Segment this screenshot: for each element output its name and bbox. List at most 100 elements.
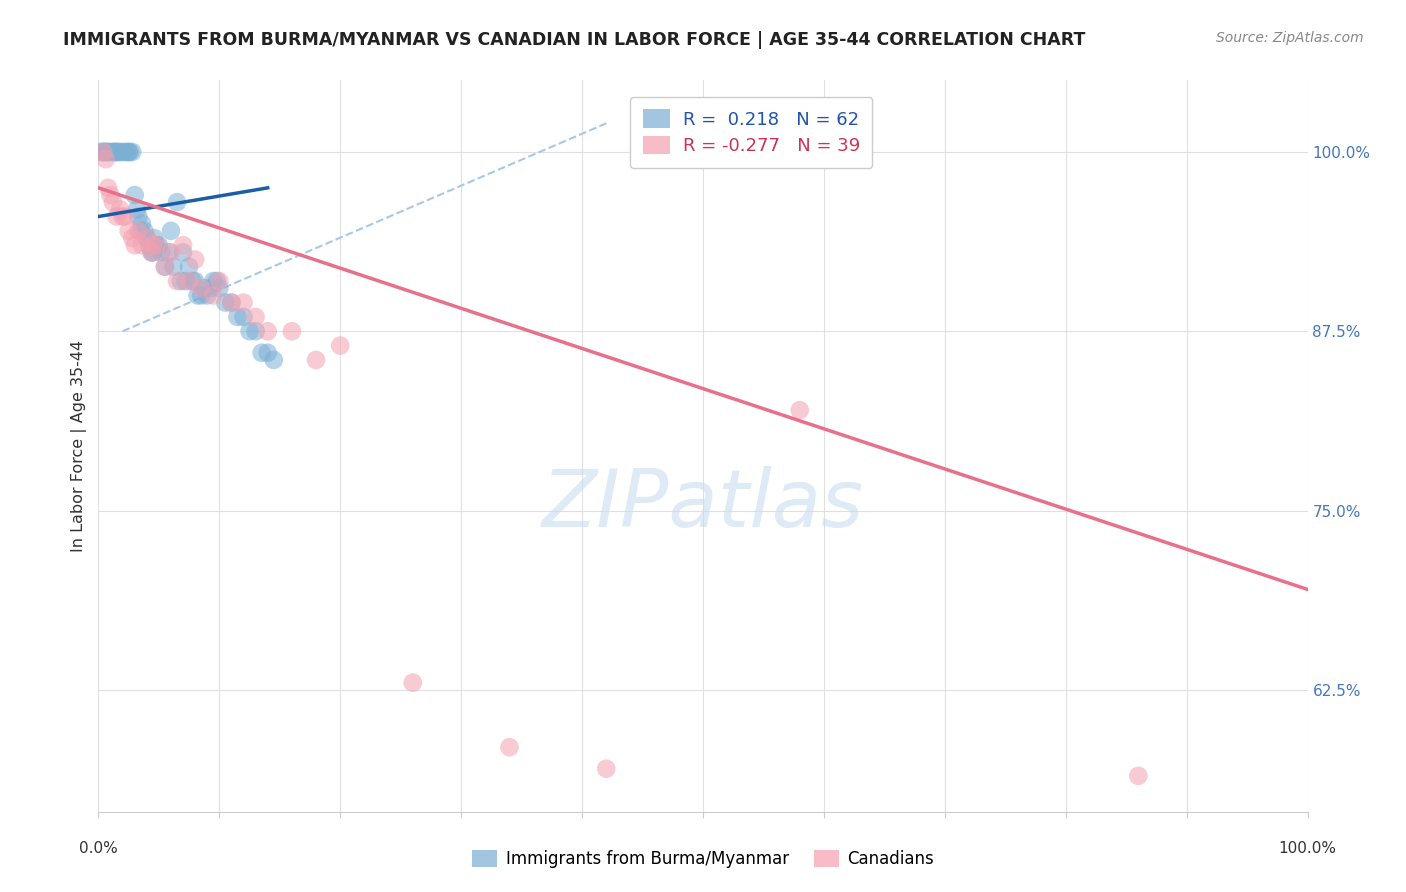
Point	[202, 274, 225, 288]
Text: ZIPatlas: ZIPatlas	[541, 466, 865, 543]
Point	[108, 202, 131, 217]
Legend: R =  0.218   N = 62, R = -0.277   N = 39: R = 0.218 N = 62, R = -0.277 N = 39	[630, 96, 873, 168]
Point	[194, 281, 217, 295]
Point	[101, 145, 124, 159]
Point	[100, 188, 122, 202]
Text: Source: ZipAtlas.com: Source: ZipAtlas.com	[1216, 31, 1364, 45]
Point	[91, 145, 114, 159]
Point	[595, 762, 617, 776]
Point	[187, 288, 209, 302]
Point	[145, 238, 167, 252]
Point	[118, 145, 141, 159]
Point	[121, 145, 143, 159]
Point	[221, 295, 243, 310]
Point	[281, 324, 304, 338]
Point	[184, 274, 207, 288]
Point	[131, 217, 153, 231]
Point	[111, 145, 134, 159]
Point	[105, 145, 128, 159]
Point	[143, 231, 166, 245]
Point	[200, 281, 222, 295]
Point	[160, 224, 183, 238]
Point	[104, 145, 127, 159]
Text: IMMIGRANTS FROM BURMA/MYANMAR VS CANADIAN IN LABOR FORCE | AGE 35-44 CORRELATION: IMMIGRANTS FROM BURMA/MYANMAR VS CANADIA…	[63, 31, 1085, 49]
Point	[232, 310, 254, 324]
Point	[256, 324, 278, 338]
Y-axis label: In Labor Force | Age 35-44: In Labor Force | Age 35-44	[72, 340, 87, 552]
Point	[91, 145, 114, 159]
Point	[117, 145, 139, 159]
Text: 0.0%: 0.0%	[79, 841, 118, 856]
Point	[208, 281, 231, 295]
Point	[101, 195, 124, 210]
Point	[214, 295, 236, 310]
Point	[141, 245, 163, 260]
Point	[190, 281, 212, 295]
Point	[153, 260, 176, 274]
Point	[179, 260, 201, 274]
Point	[97, 145, 120, 159]
Point	[148, 238, 170, 252]
Point	[498, 740, 520, 755]
Point	[94, 145, 117, 159]
Point	[118, 145, 141, 159]
Point	[138, 238, 160, 252]
Point	[205, 274, 228, 288]
Point	[108, 145, 131, 159]
Point	[107, 145, 129, 159]
Point	[226, 310, 249, 324]
Point	[142, 238, 165, 252]
Point	[142, 245, 165, 260]
Point	[127, 210, 149, 224]
Point	[145, 238, 167, 252]
Point	[129, 224, 152, 238]
Point	[114, 145, 136, 159]
Point	[305, 353, 328, 368]
Point	[208, 274, 231, 288]
Point	[150, 245, 173, 260]
Point	[329, 338, 352, 352]
Point	[131, 238, 153, 252]
Point	[121, 231, 143, 245]
Point	[263, 353, 285, 368]
Point	[184, 252, 207, 267]
Point	[124, 238, 146, 252]
Point	[202, 288, 225, 302]
Point	[93, 145, 115, 159]
Point	[166, 274, 188, 288]
Point	[91, 145, 114, 159]
Point	[127, 224, 149, 238]
Point	[153, 260, 176, 274]
Point	[789, 403, 811, 417]
Legend: Immigrants from Burma/Myanmar, Canadians: Immigrants from Burma/Myanmar, Canadians	[465, 843, 941, 875]
Point	[250, 345, 273, 359]
Point	[105, 210, 128, 224]
Point	[135, 231, 157, 245]
Point	[245, 310, 267, 324]
Point	[179, 274, 201, 288]
Point	[160, 245, 183, 260]
Point	[114, 210, 136, 224]
Text: 100.0%: 100.0%	[1278, 841, 1337, 856]
Point	[1128, 769, 1150, 783]
Point	[94, 152, 117, 166]
Point	[118, 224, 141, 238]
Point	[245, 324, 267, 338]
Point	[135, 231, 157, 245]
Point	[124, 188, 146, 202]
Point	[172, 238, 194, 252]
Point	[402, 675, 425, 690]
Point	[195, 288, 218, 302]
Point	[127, 202, 149, 217]
Point	[256, 345, 278, 359]
Point	[162, 260, 184, 274]
Point	[157, 245, 180, 260]
Point	[232, 295, 254, 310]
Point	[90, 145, 112, 159]
Point	[97, 181, 120, 195]
Point	[111, 210, 134, 224]
Point	[103, 145, 125, 159]
Point	[166, 195, 188, 210]
Point	[141, 245, 163, 260]
Point	[221, 295, 243, 310]
